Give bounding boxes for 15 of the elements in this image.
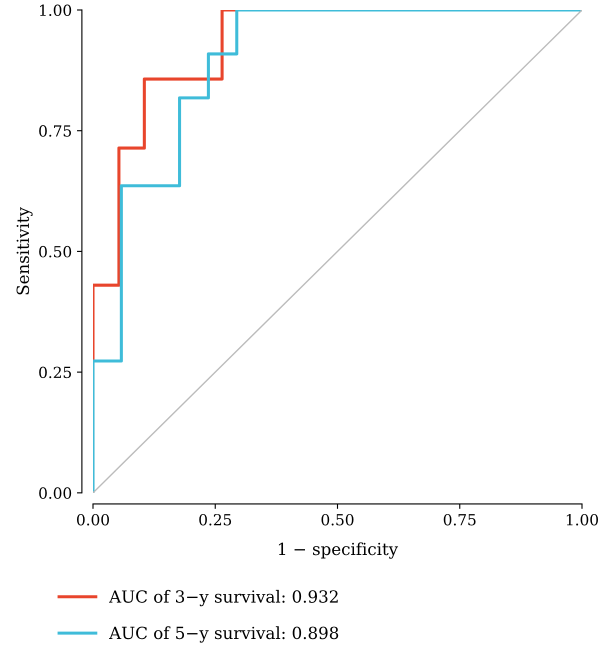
- x-axis-title: 1 − specificity: [278, 542, 398, 559]
- x-tick-label: 1.00: [566, 514, 598, 526]
- x-tick-label: 0.00: [77, 514, 109, 526]
- y-tick-label: 0.00: [39, 487, 72, 499]
- legend-label: AUC of 5−y survival: 0.898: [109, 626, 338, 643]
- y-tick-label: 1.00: [40, 4, 72, 16]
- legend-label: AUC of 3−y survival: 0.932: [109, 590, 338, 606]
- y-tick-label: 0.75: [39, 125, 71, 137]
- y-tick-label: 0.25: [39, 366, 71, 378]
- x-tick-label: 0.25: [199, 514, 232, 526]
- x-tick-label: 0.50: [322, 514, 354, 526]
- x-tick-label: 0.75: [444, 514, 476, 526]
- y-tick-label: 0.50: [39, 246, 72, 258]
- line-series: [93, 10, 582, 493]
- y-axis-title: Sensitivity: [16, 207, 33, 294]
